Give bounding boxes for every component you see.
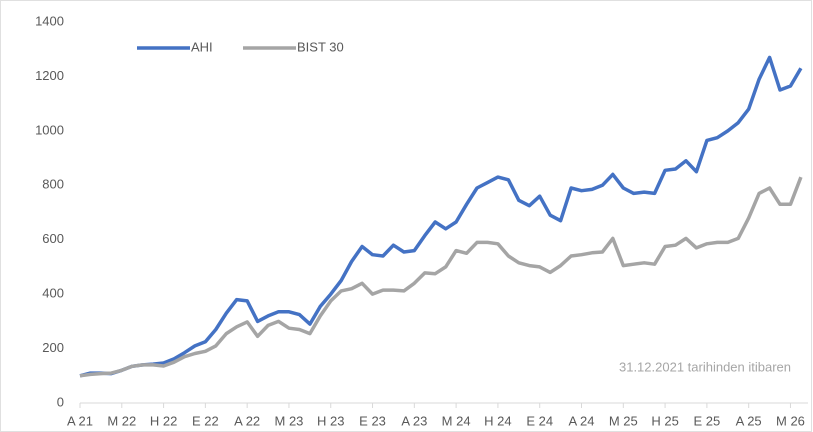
x-tick-label: A 22: [234, 413, 260, 428]
legend-label: AHI: [191, 39, 213, 54]
x-tick-label: M 25: [609, 413, 638, 428]
y-tick-label: 200: [42, 340, 64, 355]
x-tick-label: A 23: [401, 413, 427, 428]
x-tick-label: M 26: [776, 413, 805, 428]
x-tick-label: H 22: [150, 413, 177, 428]
series-line: [79, 55, 803, 378]
y-tick-label: 1200: [35, 68, 64, 83]
x-tick-label: H 23: [317, 413, 344, 428]
x-tick-label: A 21: [67, 413, 93, 428]
x-tick-label: E 22: [192, 413, 219, 428]
y-tick-label: 1000: [35, 122, 64, 137]
y-tick-label: 800: [42, 177, 64, 192]
x-tick-label: M 22: [107, 413, 136, 428]
x-tick-label: E 23: [359, 413, 386, 428]
series-line: [79, 176, 803, 378]
x-tick-label: A 24: [568, 413, 594, 428]
x-tick-label: E 24: [526, 413, 553, 428]
y-tick-label: 400: [42, 286, 64, 301]
legend-label: BIST 30: [297, 39, 344, 54]
x-tick-label: M 24: [442, 413, 471, 428]
annotation: 31.12.2021 tarihinden itibaren: [619, 359, 791, 374]
y-tick-label: 0: [57, 394, 64, 409]
x-tick-label: H 24: [484, 413, 511, 428]
x-tick-label: E 25: [694, 413, 721, 428]
x-tick-label: M 23: [275, 413, 304, 428]
y-tick-label: 600: [42, 231, 64, 246]
x-tick-label: H 25: [651, 413, 678, 428]
y-tick-label: 1400: [35, 13, 64, 28]
x-tick-label: A 25: [736, 413, 762, 428]
